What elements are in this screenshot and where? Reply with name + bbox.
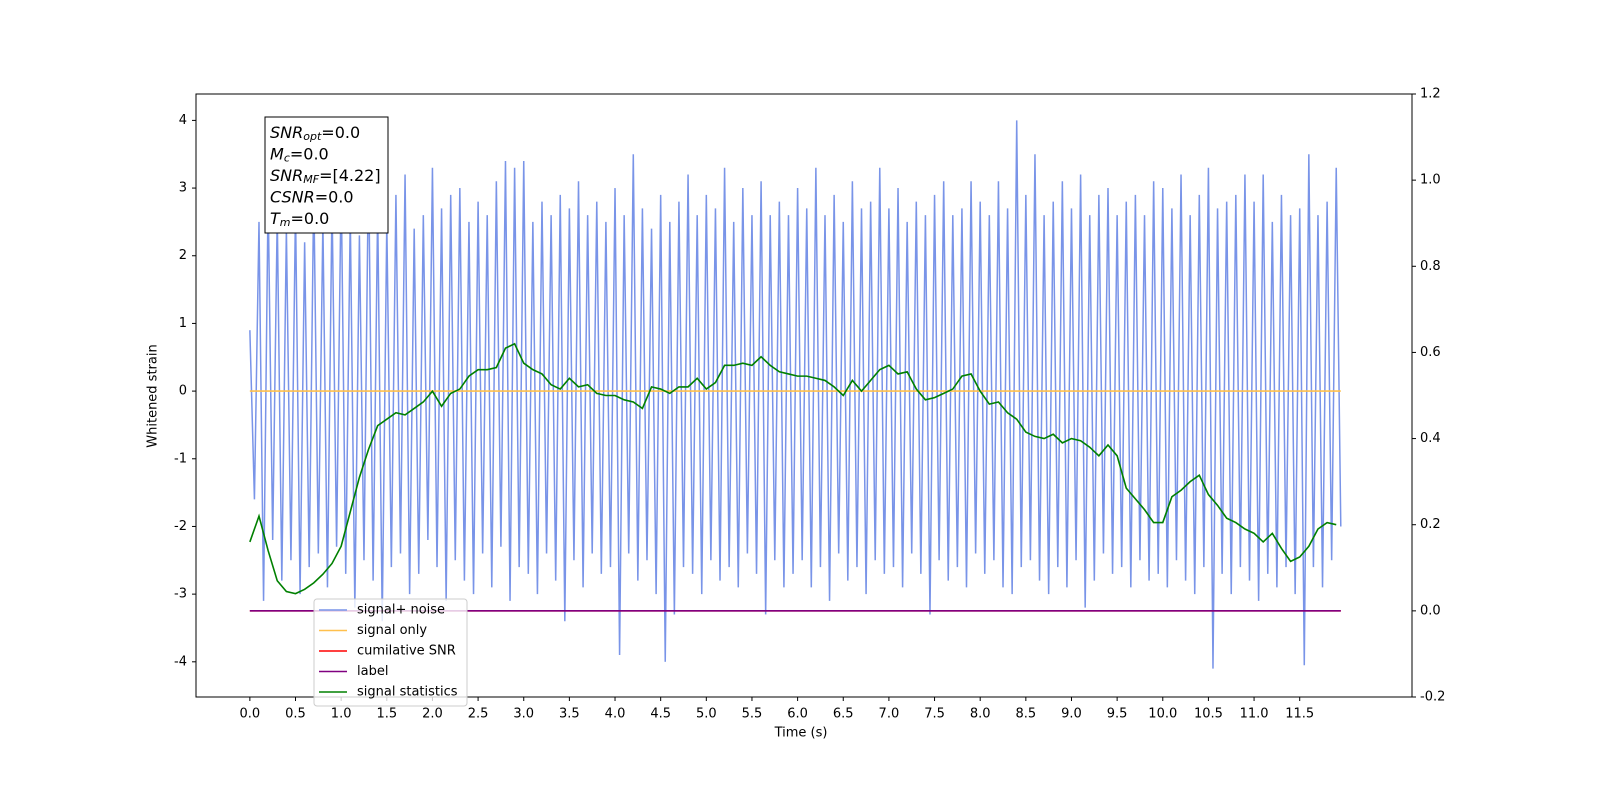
x-tick-label: 7.0 bbox=[879, 707, 900, 722]
y-tick-label: 3 bbox=[179, 181, 187, 196]
plot-frame bbox=[195, 93, 1413, 698]
x-tick-label: 2.5 bbox=[468, 707, 489, 722]
y-tick-label: 4 bbox=[179, 113, 187, 128]
y2-tick-label: 0.0 bbox=[1420, 603, 1441, 618]
annotation-frame bbox=[264, 116, 389, 234]
y2-tick-label: 0.8 bbox=[1420, 259, 1441, 274]
annotation-symbol: M bbox=[270, 144, 284, 163]
x-axis-label: Time (s) bbox=[774, 726, 828, 741]
y-tick-label: 0 bbox=[179, 384, 187, 399]
annotation-symbol: CSNR bbox=[270, 187, 315, 206]
x-tick-label: 10.5 bbox=[1194, 707, 1223, 722]
annotation-value: =0.0 bbox=[321, 123, 360, 142]
x-tick-label: 2.0 bbox=[422, 707, 443, 722]
y2-tick-label: 0.2 bbox=[1420, 517, 1441, 532]
y-axis-label: Whitened strain bbox=[146, 344, 161, 447]
legend-label: cumilative SNR bbox=[357, 644, 456, 659]
annotation-line: Tm=0.0 bbox=[270, 209, 329, 230]
annotation-subscript: c bbox=[284, 152, 290, 165]
y2-tick-label: 1.2 bbox=[1420, 87, 1441, 102]
annotation-line: CSNR=0.0 bbox=[270, 187, 354, 206]
y2-tick-label: 0.4 bbox=[1420, 431, 1441, 446]
annotation-value: =0.0 bbox=[290, 144, 329, 163]
x-tick-label: 5.5 bbox=[742, 707, 763, 722]
annotation-subscript: m bbox=[280, 216, 291, 229]
x-tick-label: 3.0 bbox=[513, 707, 534, 722]
y-tick-label: -1 bbox=[174, 451, 187, 466]
x-tick-label: 8.0 bbox=[970, 707, 991, 722]
x-tick-label: 9.0 bbox=[1061, 707, 1082, 722]
legend: signal+ noise signal only cumilative SNR la… bbox=[313, 598, 468, 707]
x-tick-label: 11.5 bbox=[1285, 707, 1314, 722]
annotation-box: SNRopt=0.0Mc=0.0SNRMF=[4.22]CSNR=0.0Tm=0… bbox=[264, 116, 389, 234]
x-tick-label: 1.0 bbox=[331, 707, 352, 722]
x-tick-label: 4.5 bbox=[650, 707, 671, 722]
x-tick-label: 6.0 bbox=[787, 707, 808, 722]
y2-tick-label: 1.0 bbox=[1420, 173, 1441, 188]
x-tick-label: 7.5 bbox=[924, 707, 945, 722]
y2-tick-label: 0.6 bbox=[1420, 345, 1441, 360]
annotation-value: =0.0 bbox=[291, 209, 330, 228]
x-tick-label: 1.5 bbox=[376, 707, 397, 722]
annotation-subscript: MF bbox=[303, 173, 319, 186]
y-tick-label: -3 bbox=[174, 587, 187, 602]
annotation-line: SNRopt=0.0 bbox=[270, 123, 360, 144]
y-tick-label: -2 bbox=[174, 519, 187, 534]
x-tick-label: 5.0 bbox=[696, 707, 717, 722]
annotation-symbol: SNR bbox=[270, 166, 303, 185]
x-tick-label: 10.0 bbox=[1148, 707, 1177, 722]
annotation-line: SNRMF=[4.22] bbox=[270, 166, 381, 187]
legend-label: signal statistics bbox=[357, 685, 458, 700]
x-tick-label: 9.5 bbox=[1107, 707, 1128, 722]
y2-tick-label: -0.2 bbox=[1420, 690, 1445, 705]
x-tick-label: 11.0 bbox=[1240, 707, 1269, 722]
series-line bbox=[249, 120, 1342, 669]
x-tick-label: 0.0 bbox=[240, 707, 261, 722]
series-line bbox=[249, 342, 1337, 595]
annotation-value: =0.0 bbox=[315, 187, 354, 206]
annotation-value: =[4.22] bbox=[319, 166, 381, 185]
annotation-subscript: opt bbox=[303, 130, 322, 143]
x-tick-label: 4.0 bbox=[605, 707, 626, 722]
annotation-symbol: SNR bbox=[270, 123, 303, 142]
x-tick-label: 8.5 bbox=[1015, 707, 1036, 722]
x-tick-label: 0.5 bbox=[285, 707, 306, 722]
legend-label: label bbox=[357, 664, 388, 679]
legend-frame bbox=[313, 598, 468, 707]
y-tick-label: 2 bbox=[179, 248, 187, 263]
legend-label: signal+ noise bbox=[357, 603, 445, 618]
annotation-line: Mc=0.0 bbox=[270, 144, 329, 165]
x-tick-label: 6.5 bbox=[833, 707, 854, 722]
y-tick-label: -4 bbox=[174, 654, 187, 669]
x-tick-label: 3.5 bbox=[559, 707, 580, 722]
annotation-symbol: T bbox=[270, 209, 281, 228]
y-tick-label: 1 bbox=[179, 316, 187, 331]
legend-label: signal only bbox=[357, 623, 427, 638]
